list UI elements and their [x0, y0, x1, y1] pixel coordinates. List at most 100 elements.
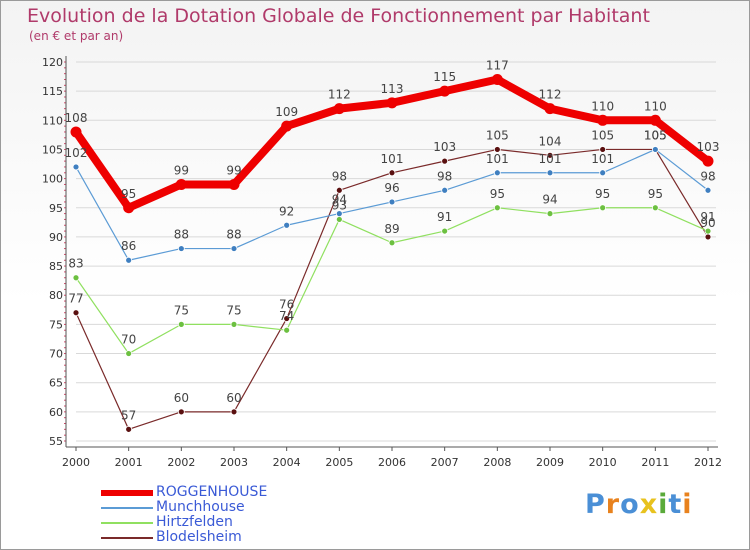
data-label: 89: [384, 222, 399, 236]
data-label: 99: [226, 163, 241, 177]
data-point: [651, 204, 659, 212]
logo-letter: i: [658, 489, 669, 520]
data-point: [441, 186, 449, 194]
logo-letter: i: [682, 489, 693, 520]
data-point: [335, 210, 343, 218]
data-label: 76: [279, 298, 294, 312]
data-point: [70, 126, 82, 138]
legend: ROGGENHOUSE Munchhouse Hirtzfelden Blode…: [101, 484, 361, 545]
data-point: [704, 233, 712, 241]
data-label: 91: [437, 210, 452, 224]
x-tick-label: 2009: [536, 456, 564, 469]
data-label: 110: [644, 99, 667, 113]
logo-letter: t: [668, 489, 683, 520]
data-point: [125, 350, 133, 357]
data-label: 60: [174, 391, 189, 405]
data-label: 98: [700, 169, 715, 183]
data-label: 98: [332, 169, 347, 183]
data-label: 103: [433, 140, 456, 154]
data-label: 108: [65, 111, 88, 125]
logo-letter: P: [585, 489, 606, 520]
y-tick-label: 90: [49, 231, 63, 244]
data-label: 96: [384, 181, 399, 195]
data-point: [388, 198, 396, 206]
y-tick-label: 100: [42, 173, 63, 186]
data-point: [599, 146, 607, 153]
y-tick-label: 60: [49, 406, 63, 419]
data-label: 102: [65, 146, 88, 160]
data-label: 103: [697, 140, 720, 154]
data-label: 105: [591, 128, 614, 142]
x-tick-label: 2012: [694, 456, 722, 469]
data-label: 95: [648, 187, 663, 201]
legend-label: Munchhouse: [156, 499, 245, 515]
data-label: 117: [486, 58, 509, 72]
x-tick-label: 2001: [115, 456, 143, 469]
data-label: 101: [486, 152, 509, 166]
legend-item-munchhouse: Munchhouse: [101, 499, 361, 515]
data-label: 94: [542, 193, 557, 207]
data-label: 104: [539, 134, 562, 148]
data-point: [546, 210, 554, 218]
data-point: [386, 97, 398, 109]
data-point: [544, 103, 556, 115]
data-label: 105: [486, 128, 509, 142]
data-label: 95: [595, 187, 610, 201]
data-point: [228, 178, 240, 190]
data-label: 94: [332, 193, 347, 207]
legend-swatch: [101, 522, 153, 524]
logo-letter: r: [605, 489, 621, 520]
data-point: [439, 85, 451, 97]
data-point: [493, 146, 501, 153]
data-point: [649, 114, 661, 126]
data-label: 101: [539, 152, 562, 166]
y-tick-label: 95: [49, 202, 63, 215]
data-label: 88: [174, 228, 189, 242]
data-point: [704, 227, 712, 235]
legend-item-hirtzfelden: Hirtzfelden: [101, 514, 361, 530]
data-label: 95: [490, 187, 505, 201]
y-tick-label: 115: [42, 85, 63, 98]
data-point: [175, 178, 187, 190]
proxiti-logo: Proxiti: [585, 489, 693, 520]
data-label: 110: [591, 99, 614, 113]
x-tick-label: 2002: [167, 456, 195, 469]
legend-label: ROGGENHOUSE: [156, 484, 268, 500]
legend-swatch: [101, 490, 153, 496]
x-tick-label: 2006: [378, 456, 406, 469]
data-label: 92: [279, 204, 294, 218]
chart-title: Evolution de la Dotation Globale de Fonc…: [27, 5, 650, 27]
y-tick-label: 75: [49, 318, 63, 331]
legend-item-roggenhouse: ROGGENHOUSE: [101, 484, 361, 500]
data-point: [283, 221, 291, 229]
data-point: [704, 186, 712, 194]
legend-label: Blodelsheim: [156, 529, 242, 545]
data-point: [283, 315, 291, 322]
data-point: [546, 169, 554, 177]
y-tick-label: 85: [49, 260, 63, 273]
data-label: 74: [279, 309, 294, 323]
data-point: [493, 169, 501, 177]
data-label: 88: [226, 228, 241, 242]
data-label: 91: [700, 210, 715, 224]
y-tick-label: 110: [42, 114, 63, 127]
data-point: [125, 256, 133, 264]
data-point: [599, 204, 607, 212]
data-point: [72, 274, 80, 282]
data-label: 101: [591, 152, 614, 166]
data-point: [335, 186, 343, 194]
data-point: [388, 169, 396, 177]
data-point: [177, 408, 185, 416]
y-tick-label: 105: [42, 143, 63, 156]
data-label: 101: [381, 152, 404, 166]
data-point: [283, 326, 291, 334]
data-label: 98: [437, 169, 452, 183]
data-point: [230, 245, 238, 252]
y-tick-label: 70: [49, 348, 63, 361]
data-label: 112: [328, 88, 351, 102]
data-point: [491, 73, 503, 85]
legend-label: Hirtzfelden: [156, 514, 233, 530]
data-label: 99: [174, 163, 189, 177]
chart-subtitle: (en € et par an): [29, 29, 124, 43]
